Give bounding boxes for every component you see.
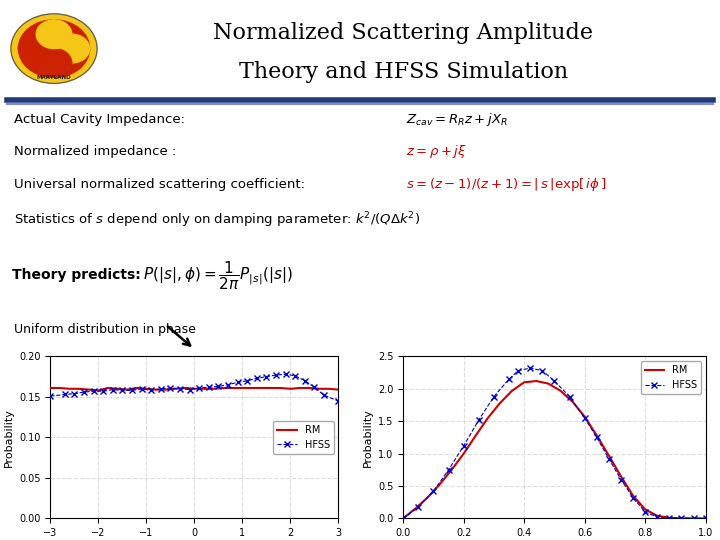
Circle shape [36, 49, 72, 77]
Text: Theory predicts:: Theory predicts: [12, 268, 141, 282]
Text: Uniform distribution in phase: Uniform distribution in phase [14, 323, 197, 336]
Text: Statistics of $s$ depend only on damping parameter: $k^2/(Q\Delta k^2)$: Statistics of $s$ depend only on damping… [14, 211, 420, 231]
Circle shape [36, 20, 72, 49]
Text: Universal normalized scattering coefficient:: Universal normalized scattering coeffici… [14, 178, 305, 191]
Legend: RM, HFSS: RM, HFSS [274, 421, 333, 454]
Text: $P(|s|,\phi) = \dfrac{1}{2\pi} P_{|s|}(|s|)$: $P(|s|,\phi) = \dfrac{1}{2\pi} P_{|s|}(|… [143, 259, 293, 292]
Circle shape [11, 14, 97, 83]
Text: Theory and HFSS Simulation: Theory and HFSS Simulation [238, 60, 568, 83]
Text: Normalized impedance :: Normalized impedance : [14, 145, 176, 158]
Text: $z = \rho + j\xi$: $z = \rho + j\xi$ [406, 143, 467, 160]
Circle shape [54, 34, 89, 63]
Text: $Z_{cav} = R_R z + jX_R$: $Z_{cav} = R_R z + jX_R$ [406, 111, 508, 128]
Text: $s = (z -1)/(z +1) = |\,s\,|\exp[\,i\phi\,]$: $s = (z -1)/(z +1) = |\,s\,|\exp[\,i\phi… [406, 176, 607, 193]
Text: Normalized Scattering Amplitude: Normalized Scattering Amplitude [213, 23, 593, 44]
Y-axis label: Probability: Probability [362, 408, 372, 467]
Text: Actual Cavity Impedance:: Actual Cavity Impedance: [14, 113, 185, 126]
Text: MARYLAND: MARYLAND [37, 76, 71, 80]
Circle shape [19, 34, 54, 63]
Y-axis label: Probability: Probability [4, 408, 14, 467]
Legend: RM, HFSS: RM, HFSS [641, 361, 701, 394]
Circle shape [19, 20, 89, 77]
